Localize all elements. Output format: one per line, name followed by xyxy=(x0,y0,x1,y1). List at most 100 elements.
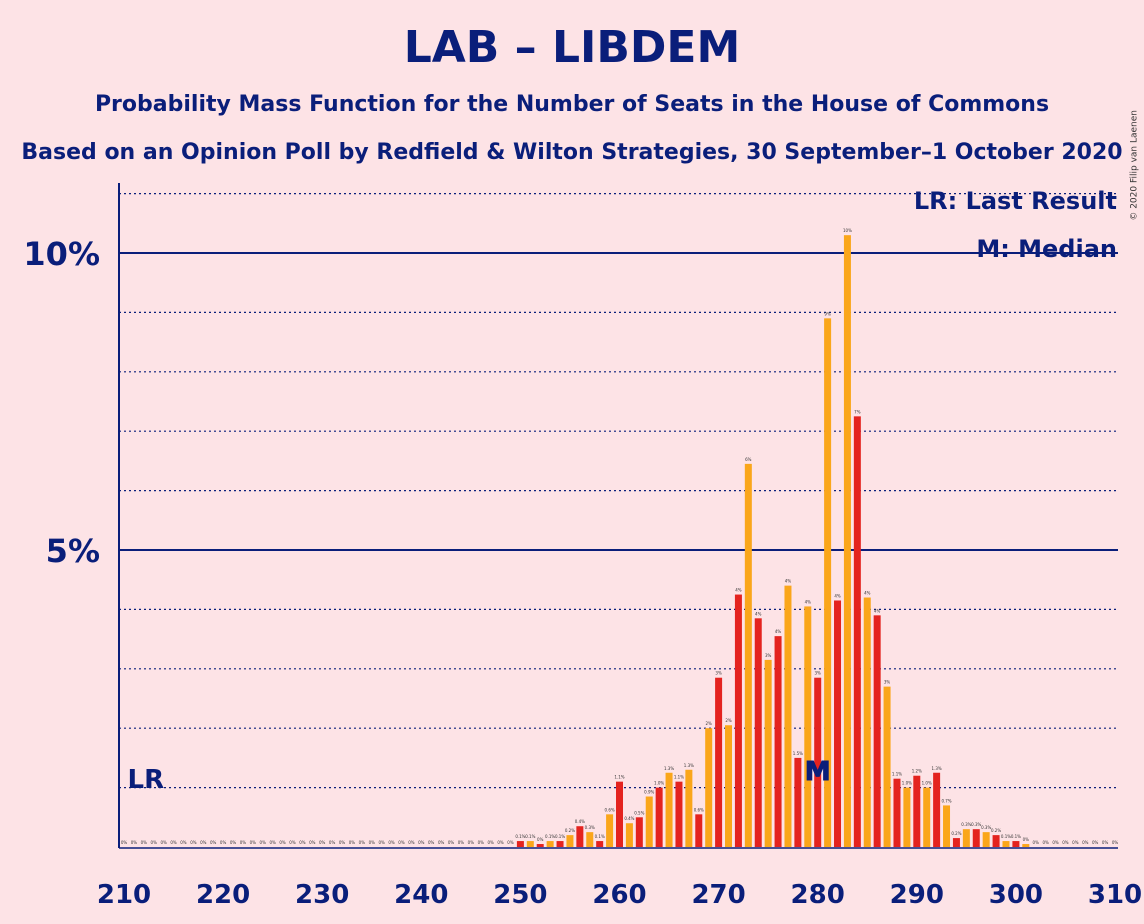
bar xyxy=(933,772,941,847)
x-tick-label: 270 xyxy=(691,880,745,910)
bar xyxy=(566,835,574,847)
bar xyxy=(962,829,970,847)
data-label: 0% xyxy=(369,840,376,845)
data-label: 0.3% xyxy=(981,825,991,830)
bar xyxy=(843,235,851,847)
x-tick-label: 260 xyxy=(592,880,646,910)
bar xyxy=(923,787,931,847)
x-tick-label: 240 xyxy=(394,880,448,910)
data-label: 2% xyxy=(725,718,732,723)
data-label: 0% xyxy=(1092,840,1099,845)
bar xyxy=(784,585,792,847)
bar xyxy=(754,618,762,847)
data-label: 0% xyxy=(349,840,356,845)
data-label: 0% xyxy=(1062,840,1069,845)
last-result-marker: LR xyxy=(128,765,165,795)
bar xyxy=(764,659,772,847)
median-marker: M xyxy=(805,757,831,787)
bar xyxy=(715,677,723,847)
bar xyxy=(863,597,871,847)
data-label: 0% xyxy=(180,840,187,845)
bar xyxy=(576,826,584,847)
data-label: 0% xyxy=(121,840,128,845)
data-label: 1.1% xyxy=(674,775,684,780)
data-label: 0% xyxy=(1102,840,1109,845)
bar xyxy=(695,814,703,847)
legend-median: M: Median xyxy=(976,235,1117,263)
data-label: 4% xyxy=(785,579,792,584)
x-tick-label: 230 xyxy=(295,880,349,910)
bar xyxy=(804,606,812,847)
data-label: 0.2% xyxy=(991,828,1001,833)
bar xyxy=(943,805,951,847)
bar xyxy=(972,829,980,847)
bar xyxy=(616,781,623,847)
data-label: 0% xyxy=(1033,840,1040,845)
y-tick-labels: 5% 10% xyxy=(23,235,100,570)
data-label: 7% xyxy=(854,409,861,414)
x-tick-label: 250 xyxy=(493,880,547,910)
data-label: 1.3% xyxy=(932,766,942,771)
data-label: 0% xyxy=(170,840,177,845)
data-label: 3% xyxy=(715,671,722,676)
data-label: 0.1% xyxy=(595,834,605,839)
data-label: 6% xyxy=(745,457,752,462)
data-label: 0.6% xyxy=(605,807,615,812)
bar xyxy=(794,757,802,847)
data-label: 2% xyxy=(706,721,713,726)
bar xyxy=(952,838,960,847)
data-label: 0% xyxy=(398,840,405,845)
data-label: 10% xyxy=(843,228,852,233)
data-label: 0% xyxy=(319,840,326,845)
data-label: 4% xyxy=(735,588,742,593)
data-label: 0% xyxy=(418,840,425,845)
data-label: 4% xyxy=(775,629,782,634)
data-label: 0.4% xyxy=(575,819,585,824)
x-tick-label: 280 xyxy=(791,880,845,910)
data-label: 0% xyxy=(141,840,148,845)
y-tick-label: 5% xyxy=(46,532,100,570)
data-label: 0.9% xyxy=(644,790,654,795)
data-label: 0% xyxy=(388,840,395,845)
bar xyxy=(893,778,901,847)
bar xyxy=(586,832,594,847)
data-label: 0% xyxy=(250,840,257,845)
data-label: 0% xyxy=(289,840,296,845)
x-tick-label: 310 xyxy=(1088,880,1142,910)
data-label: 1.3% xyxy=(684,763,694,768)
data-label: 0% xyxy=(1052,840,1059,845)
x-tick-labels: 210 220 230 240 250 260 270 280 290 300 310 xyxy=(97,880,1142,910)
data-label: 0.7% xyxy=(941,798,951,803)
bar xyxy=(1012,841,1020,847)
data-label: 4% xyxy=(874,608,881,613)
data-label: 0% xyxy=(1023,837,1030,842)
chart-title: LAB – LIBDEM xyxy=(403,22,741,73)
bar xyxy=(744,463,752,847)
data-label: 0.3% xyxy=(961,822,971,827)
data-label: 0.4% xyxy=(624,816,634,821)
data-label: 0.3% xyxy=(585,825,595,830)
bar xyxy=(516,841,524,847)
data-label: 0% xyxy=(151,840,158,845)
data-label: 0% xyxy=(428,840,435,845)
data-label: 0% xyxy=(329,840,336,845)
data-label: 0.1% xyxy=(525,834,535,839)
data-label: 0% xyxy=(240,840,247,845)
data-labels: 0% 0% 0% 0% 0% 0% 0% 0% 0% 0% 0% 0% 0% 0% 0% 0% 0% 0% 0% 0%… xyxy=(121,228,1119,845)
data-label: 0.2% xyxy=(565,828,575,833)
bar xyxy=(625,823,633,847)
data-label: 0% xyxy=(260,840,267,845)
x-tick-label: 210 xyxy=(97,880,151,910)
bar xyxy=(635,817,643,847)
data-label: 0% xyxy=(1082,840,1089,845)
data-label: 0% xyxy=(269,840,276,845)
bar xyxy=(982,832,990,847)
data-label: 0% xyxy=(1042,840,1049,845)
bar xyxy=(774,636,782,847)
bar xyxy=(734,594,742,847)
bar xyxy=(853,416,861,847)
data-label: 0% xyxy=(160,840,167,845)
bar xyxy=(655,787,663,847)
legend-last-result: LR: Last Result xyxy=(914,187,1117,215)
